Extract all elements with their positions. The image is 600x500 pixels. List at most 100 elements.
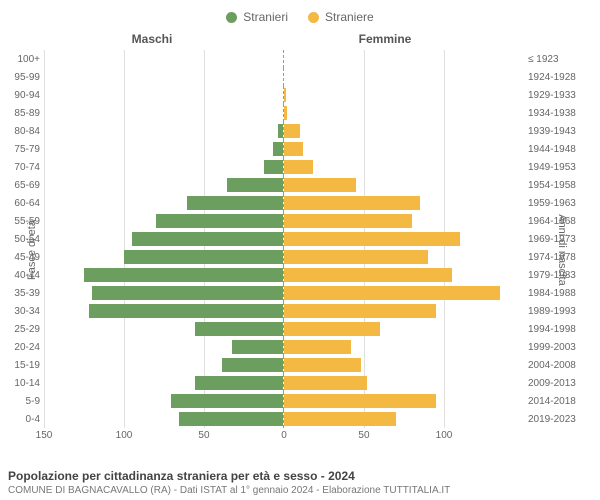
bar-male-wrap [44,230,284,248]
birth-year-label: 2014-2018 [528,396,600,407]
bar-male [232,340,283,354]
birth-year-label: 1974-1978 [528,252,600,263]
pyramid-row: 85-891934-1938 [44,104,524,122]
bar-male-wrap [44,104,284,122]
bar-female [284,304,436,318]
legend-swatch-male [226,12,237,23]
bar-female [284,340,351,354]
birth-year-label: 1929-1933 [528,90,600,101]
chart-legend: Stranieri Straniere [0,10,600,24]
bar-female-wrap [284,104,524,122]
age-band-label: 95-99 [0,72,40,83]
pyramid-row: 80-841939-1943 [44,122,524,140]
plot-area: Fasce di età Anni di nascita 100+≤ 19239… [0,50,600,450]
birth-year-label: 2009-2013 [528,378,600,389]
birth-year-label: 1934-1938 [528,108,600,119]
pyramid-row: 55-591964-1968 [44,212,524,230]
age-band-label: 5-9 [0,396,40,407]
bar-male-wrap [44,284,284,302]
column-headers: Maschi Femmine [0,32,600,46]
population-pyramid-chart: Stranieri Straniere Maschi Femmine Fasce… [0,0,600,500]
birth-year-label: 1949-1953 [528,162,600,173]
x-tick-label: 100 [116,430,133,441]
bar-female-wrap [284,140,524,158]
birth-year-label: ≤ 1923 [528,54,600,65]
age-band-label: 50-54 [0,234,40,245]
bar-female [284,196,420,210]
x-tick-label: 50 [358,430,369,441]
bar-male [89,304,283,318]
bar-male [132,232,283,246]
pyramid-row: 40-441979-1983 [44,266,524,284]
bar-female [284,160,313,174]
bar-male-wrap [44,122,284,140]
legend-label-male: Stranieri [243,10,288,24]
bar-female-wrap [284,176,524,194]
x-tick-label: 100 [436,430,453,441]
bar-male [278,124,283,138]
bar-male-wrap [44,320,284,338]
age-band-label: 60-64 [0,198,40,209]
bar-male [156,214,283,228]
bar-female-wrap [284,302,524,320]
bar-male-wrap [44,356,284,374]
birth-year-label: 1999-2003 [528,342,600,353]
bar-male-wrap [44,194,284,212]
age-band-label: 80-84 [0,126,40,137]
pyramid-row: 95-991924-1928 [44,68,524,86]
bar-male-wrap [44,140,284,158]
bar-female [284,232,460,246]
bar-female [284,358,361,372]
age-band-label: 75-79 [0,144,40,155]
birth-year-label: 1944-1948 [528,144,600,155]
bar-female [284,394,436,408]
bar-male-wrap [44,392,284,410]
column-header-left: Maschi [0,32,260,46]
pyramid-row: 65-691954-1958 [44,176,524,194]
pyramid-row: 70-741949-1953 [44,158,524,176]
pyramid-row: 5-92014-2018 [44,392,524,410]
pyramid-row: 45-491974-1978 [44,248,524,266]
bar-female-wrap [284,230,524,248]
bar-female [284,124,300,138]
pyramid-row: 10-142009-2013 [44,374,524,392]
chart-footer: Popolazione per cittadinanza straniera p… [8,469,592,496]
x-tick-label: 50 [198,430,209,441]
age-band-label: 70-74 [0,162,40,173]
pyramid-row: 30-341989-1993 [44,302,524,320]
bar-female [284,250,428,264]
pyramid-row: 100+≤ 1923 [44,50,524,68]
pyramid-row: 15-192004-2008 [44,356,524,374]
age-band-label: 15-19 [0,360,40,371]
chart-title: Popolazione per cittadinanza straniera p… [8,469,592,483]
age-band-label: 25-29 [0,324,40,335]
bar-male-wrap [44,374,284,392]
age-band-label: 55-59 [0,216,40,227]
bar-female [284,178,356,192]
pyramid-row: 60-641959-1963 [44,194,524,212]
pyramid-row: 35-391984-1988 [44,284,524,302]
bar-male-wrap [44,176,284,194]
age-band-label: 40-44 [0,270,40,281]
bar-male-wrap [44,410,284,428]
pyramid-row: 50-541969-1973 [44,230,524,248]
age-band-label: 10-14 [0,378,40,389]
bar-male [195,322,283,336]
bar-female [284,412,396,426]
pyramid-row: 75-791944-1948 [44,140,524,158]
bar-female [284,286,500,300]
bar-female-wrap [284,284,524,302]
pyramid-row: 25-291994-1998 [44,320,524,338]
age-band-label: 35-39 [0,288,40,299]
bar-female [284,376,367,390]
bar-male-wrap [44,68,284,86]
legend-label-female: Straniere [325,10,374,24]
bar-female [284,88,286,102]
age-band-label: 90-94 [0,90,40,101]
bar-female-wrap [284,194,524,212]
legend-swatch-female [308,12,319,23]
age-band-label: 0-4 [0,414,40,425]
x-tick-label: 0 [281,430,287,441]
birth-year-label: 1969-1973 [528,234,600,245]
birth-year-label: 1954-1958 [528,180,600,191]
